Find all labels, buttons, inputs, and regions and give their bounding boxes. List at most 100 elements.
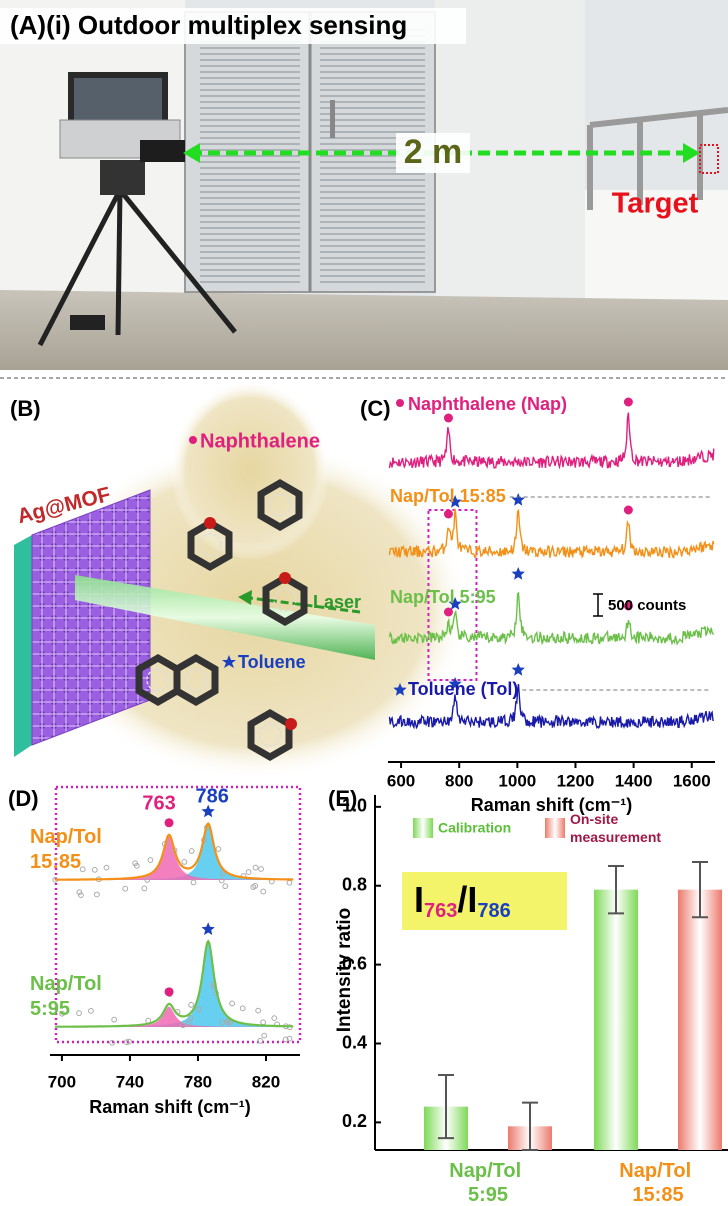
star-marker — [393, 683, 407, 696]
star-marker — [201, 922, 215, 935]
star-marker — [511, 567, 525, 580]
panel-label: (E) — [328, 786, 357, 811]
raw-point — [132, 860, 139, 867]
error-bar — [608, 865, 624, 915]
y-axis-label: Intensity ratio — [334, 908, 355, 1033]
raw-point — [93, 891, 100, 898]
photo-scene — [585, 190, 728, 310]
error-bar — [522, 1101, 538, 1151]
scale-bar — [593, 593, 603, 617]
raw-point — [257, 1037, 264, 1044]
x-axis-label: Raman shift (cm⁻¹) — [471, 795, 633, 815]
raw-point — [103, 864, 110, 871]
photo-scene — [587, 107, 728, 210]
x-tick-label: 1200 — [557, 771, 595, 790]
y-tick-label: 0.6 — [342, 953, 367, 973]
raw-point — [126, 1038, 132, 1045]
raw-point — [91, 866, 98, 873]
ratio-box — [402, 872, 567, 930]
raw-point — [122, 885, 129, 892]
illustration — [279, 572, 291, 584]
photo-scene — [330, 100, 335, 138]
category-label: Nap/Tol — [619, 1160, 696, 1182]
raw-point — [185, 1020, 192, 1027]
x-tick-label: 1000 — [498, 771, 536, 790]
illustration — [14, 535, 32, 757]
panel-label: (D) — [8, 786, 39, 811]
raw-point — [239, 1005, 246, 1012]
ratio-part: 763 — [424, 900, 457, 922]
molecule-label: Naphthalene — [200, 430, 320, 452]
raw-point — [79, 866, 86, 873]
x-tick-label: 740 — [116, 1072, 144, 1091]
raw-point — [187, 1015, 194, 1021]
raw-point — [229, 1000, 236, 1007]
category-label: Nap/Tol 15:85 — [619, 1160, 696, 1206]
peak-label: 763 — [142, 792, 175, 814]
fit-component — [55, 1006, 294, 1027]
photo-scene — [37, 188, 237, 347]
raw-point — [190, 879, 197, 886]
spectrum — [388, 591, 715, 646]
photo-scene — [683, 143, 700, 163]
star-marker — [448, 495, 462, 508]
raw-point — [88, 1007, 94, 1014]
photo-scene — [0, 0, 728, 370]
photo-scene — [37, 188, 123, 347]
peak-marker — [164, 987, 174, 997]
raw-point — [109, 1039, 116, 1046]
raw-point — [225, 1019, 231, 1026]
raw-point — [219, 1019, 226, 1026]
peak-marker — [623, 505, 633, 515]
peak-marker — [623, 397, 633, 407]
raw-point — [260, 1019, 267, 1026]
legend-label: On-site measurement — [570, 811, 661, 845]
raw-point — [181, 859, 188, 865]
photo-scene — [699, 144, 719, 174]
raw-point — [282, 1036, 289, 1043]
bar — [594, 889, 638, 1150]
series-label: 15:85 — [30, 851, 81, 873]
raw-point — [261, 1032, 268, 1039]
fit-component — [55, 836, 294, 880]
ratio-part: / — [457, 879, 467, 920]
photo-scene — [115, 189, 123, 336]
category-label: Nap/Tol 5:95 — [449, 1160, 526, 1206]
photo-scene — [140, 140, 185, 162]
peak-marker — [443, 509, 453, 519]
raw-point — [76, 1010, 82, 1017]
raw-point — [188, 1002, 195, 1008]
x-axis-label: Raman shift (cm⁻¹) — [89, 1097, 251, 1117]
x-tick-label: 700 — [48, 1072, 76, 1091]
category-label: 5:95 — [468, 1184, 508, 1206]
distance-label: 2 m — [404, 133, 463, 171]
spectrum — [388, 684, 714, 730]
peak-label: 786 — [195, 785, 228, 807]
photo-scene — [74, 78, 162, 121]
photo-scene — [100, 160, 145, 195]
illustration — [204, 517, 216, 529]
photo-scene — [0, 290, 728, 370]
x-tick-label: 1600 — [673, 771, 711, 790]
illustration — [238, 590, 252, 605]
star-marker — [511, 493, 525, 506]
error-bar — [692, 861, 708, 919]
error-bar — [438, 1074, 454, 1140]
raw-point — [111, 1016, 118, 1023]
x-tick-label: 780 — [184, 1072, 212, 1091]
ratio-label: I763/I786 — [414, 879, 511, 923]
series-label: Nap/Tol — [30, 826, 107, 848]
legend-swatch — [413, 818, 433, 838]
fit-curve — [55, 822, 294, 881]
series-label: Nap/Tol — [30, 973, 107, 995]
raw-point — [180, 1022, 186, 1029]
raw-point — [245, 869, 252, 876]
y-tick-label: 1.0 — [342, 796, 367, 816]
series-label: Nap/Tol 15:85 — [30, 826, 107, 873]
y-tick-label: 0.8 — [342, 874, 367, 894]
ratio-part: I — [414, 879, 424, 920]
category-label: 15:85 — [632, 1184, 683, 1206]
illustration — [170, 380, 330, 560]
illustration — [285, 718, 297, 730]
